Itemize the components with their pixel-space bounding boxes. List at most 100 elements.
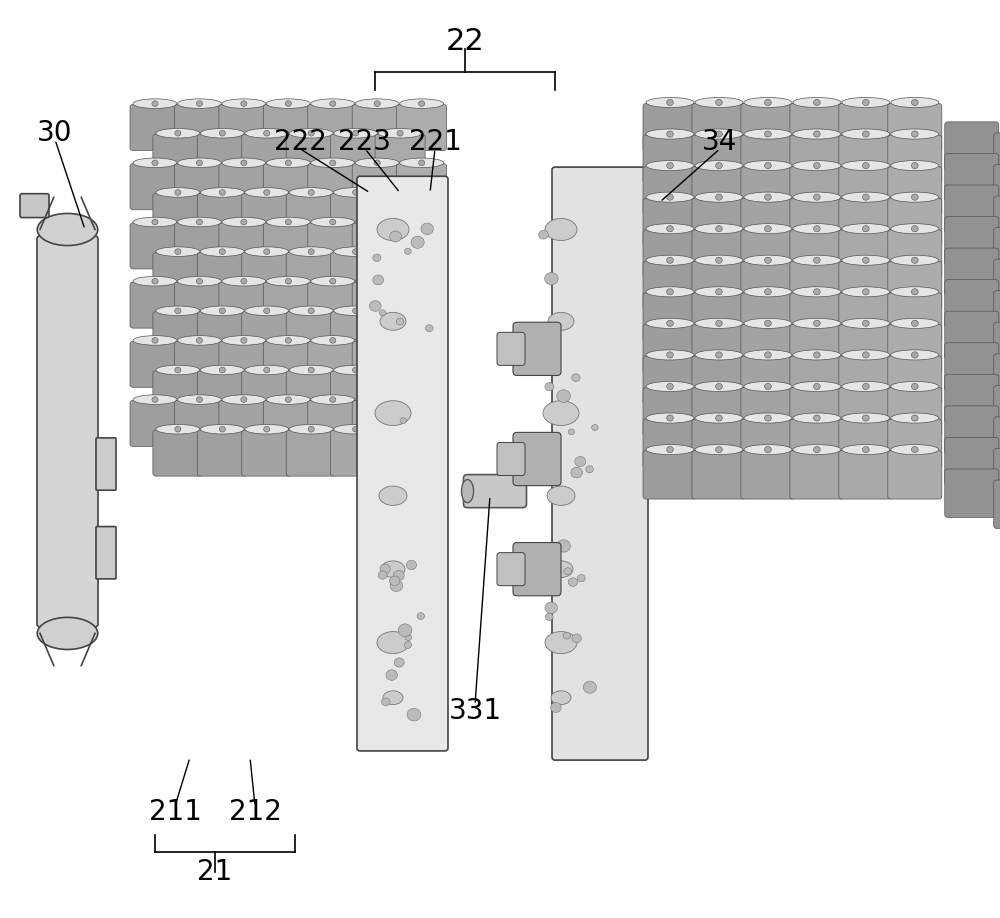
FancyBboxPatch shape [219, 400, 269, 446]
FancyBboxPatch shape [375, 371, 425, 417]
Circle shape [862, 131, 869, 137]
FancyBboxPatch shape [242, 311, 292, 358]
Circle shape [196, 338, 203, 343]
Circle shape [405, 634, 412, 641]
Circle shape [152, 219, 158, 225]
Circle shape [308, 249, 314, 254]
FancyBboxPatch shape [153, 430, 203, 476]
FancyBboxPatch shape [263, 400, 313, 446]
Ellipse shape [744, 161, 792, 171]
Circle shape [577, 575, 585, 582]
Circle shape [667, 226, 673, 231]
Circle shape [765, 446, 771, 453]
Ellipse shape [695, 255, 743, 265]
FancyBboxPatch shape [692, 262, 746, 309]
Circle shape [716, 320, 722, 327]
Text: 211: 211 [149, 799, 201, 826]
FancyBboxPatch shape [945, 185, 999, 233]
Ellipse shape [289, 365, 333, 375]
Text: 212: 212 [229, 799, 281, 826]
Ellipse shape [646, 161, 694, 171]
Circle shape [175, 367, 181, 373]
Circle shape [196, 219, 203, 225]
Circle shape [765, 352, 771, 358]
FancyBboxPatch shape [153, 311, 203, 358]
FancyBboxPatch shape [352, 163, 402, 209]
FancyBboxPatch shape [741, 451, 795, 499]
Circle shape [814, 352, 820, 358]
Circle shape [390, 231, 402, 242]
FancyBboxPatch shape [263, 105, 313, 151]
Circle shape [716, 194, 722, 200]
Ellipse shape [695, 444, 743, 454]
Ellipse shape [245, 247, 289, 256]
FancyBboxPatch shape [174, 105, 224, 151]
Circle shape [175, 130, 181, 136]
Circle shape [330, 101, 336, 106]
FancyBboxPatch shape [994, 133, 1000, 182]
Circle shape [862, 320, 869, 327]
FancyBboxPatch shape [37, 236, 98, 627]
FancyBboxPatch shape [352, 223, 402, 269]
Circle shape [374, 101, 380, 106]
Circle shape [765, 226, 771, 231]
Circle shape [551, 702, 561, 712]
FancyBboxPatch shape [643, 419, 697, 467]
Circle shape [539, 230, 548, 239]
Text: 223: 223 [338, 129, 392, 156]
Ellipse shape [200, 365, 244, 375]
Ellipse shape [744, 381, 792, 391]
FancyBboxPatch shape [945, 406, 999, 454]
Circle shape [911, 257, 918, 263]
Ellipse shape [842, 161, 890, 171]
Ellipse shape [377, 218, 409, 241]
Ellipse shape [695, 161, 743, 171]
Circle shape [330, 278, 336, 284]
FancyBboxPatch shape [357, 176, 448, 751]
FancyBboxPatch shape [994, 164, 1000, 213]
Ellipse shape [133, 99, 177, 108]
FancyBboxPatch shape [197, 194, 247, 240]
FancyBboxPatch shape [242, 194, 292, 240]
Circle shape [219, 249, 225, 254]
Circle shape [393, 570, 404, 580]
Ellipse shape [156, 247, 200, 256]
Circle shape [667, 257, 673, 263]
Text: 331: 331 [448, 698, 502, 725]
Circle shape [667, 162, 673, 169]
FancyBboxPatch shape [286, 430, 336, 476]
FancyBboxPatch shape [263, 282, 313, 328]
Ellipse shape [744, 97, 792, 107]
FancyBboxPatch shape [888, 324, 942, 373]
Circle shape [396, 319, 404, 325]
FancyBboxPatch shape [945, 469, 999, 518]
Ellipse shape [793, 97, 841, 107]
FancyBboxPatch shape [219, 163, 269, 209]
Ellipse shape [744, 444, 792, 454]
FancyBboxPatch shape [397, 163, 447, 209]
Circle shape [285, 160, 291, 165]
Ellipse shape [891, 129, 939, 140]
Ellipse shape [289, 187, 333, 197]
Circle shape [541, 548, 554, 560]
Ellipse shape [842, 255, 890, 265]
Circle shape [814, 384, 820, 389]
Circle shape [716, 384, 722, 389]
Ellipse shape [156, 129, 200, 138]
FancyBboxPatch shape [352, 341, 402, 387]
Circle shape [330, 338, 336, 343]
FancyBboxPatch shape [331, 194, 381, 240]
Ellipse shape [646, 224, 694, 234]
Circle shape [419, 338, 425, 343]
Ellipse shape [375, 400, 411, 425]
Ellipse shape [245, 187, 289, 197]
FancyBboxPatch shape [790, 104, 844, 151]
FancyBboxPatch shape [692, 451, 746, 499]
FancyBboxPatch shape [994, 480, 1000, 529]
Circle shape [545, 383, 554, 391]
FancyBboxPatch shape [741, 387, 795, 436]
FancyBboxPatch shape [242, 134, 292, 180]
FancyBboxPatch shape [130, 400, 180, 446]
FancyBboxPatch shape [130, 105, 180, 151]
Ellipse shape [793, 319, 841, 329]
